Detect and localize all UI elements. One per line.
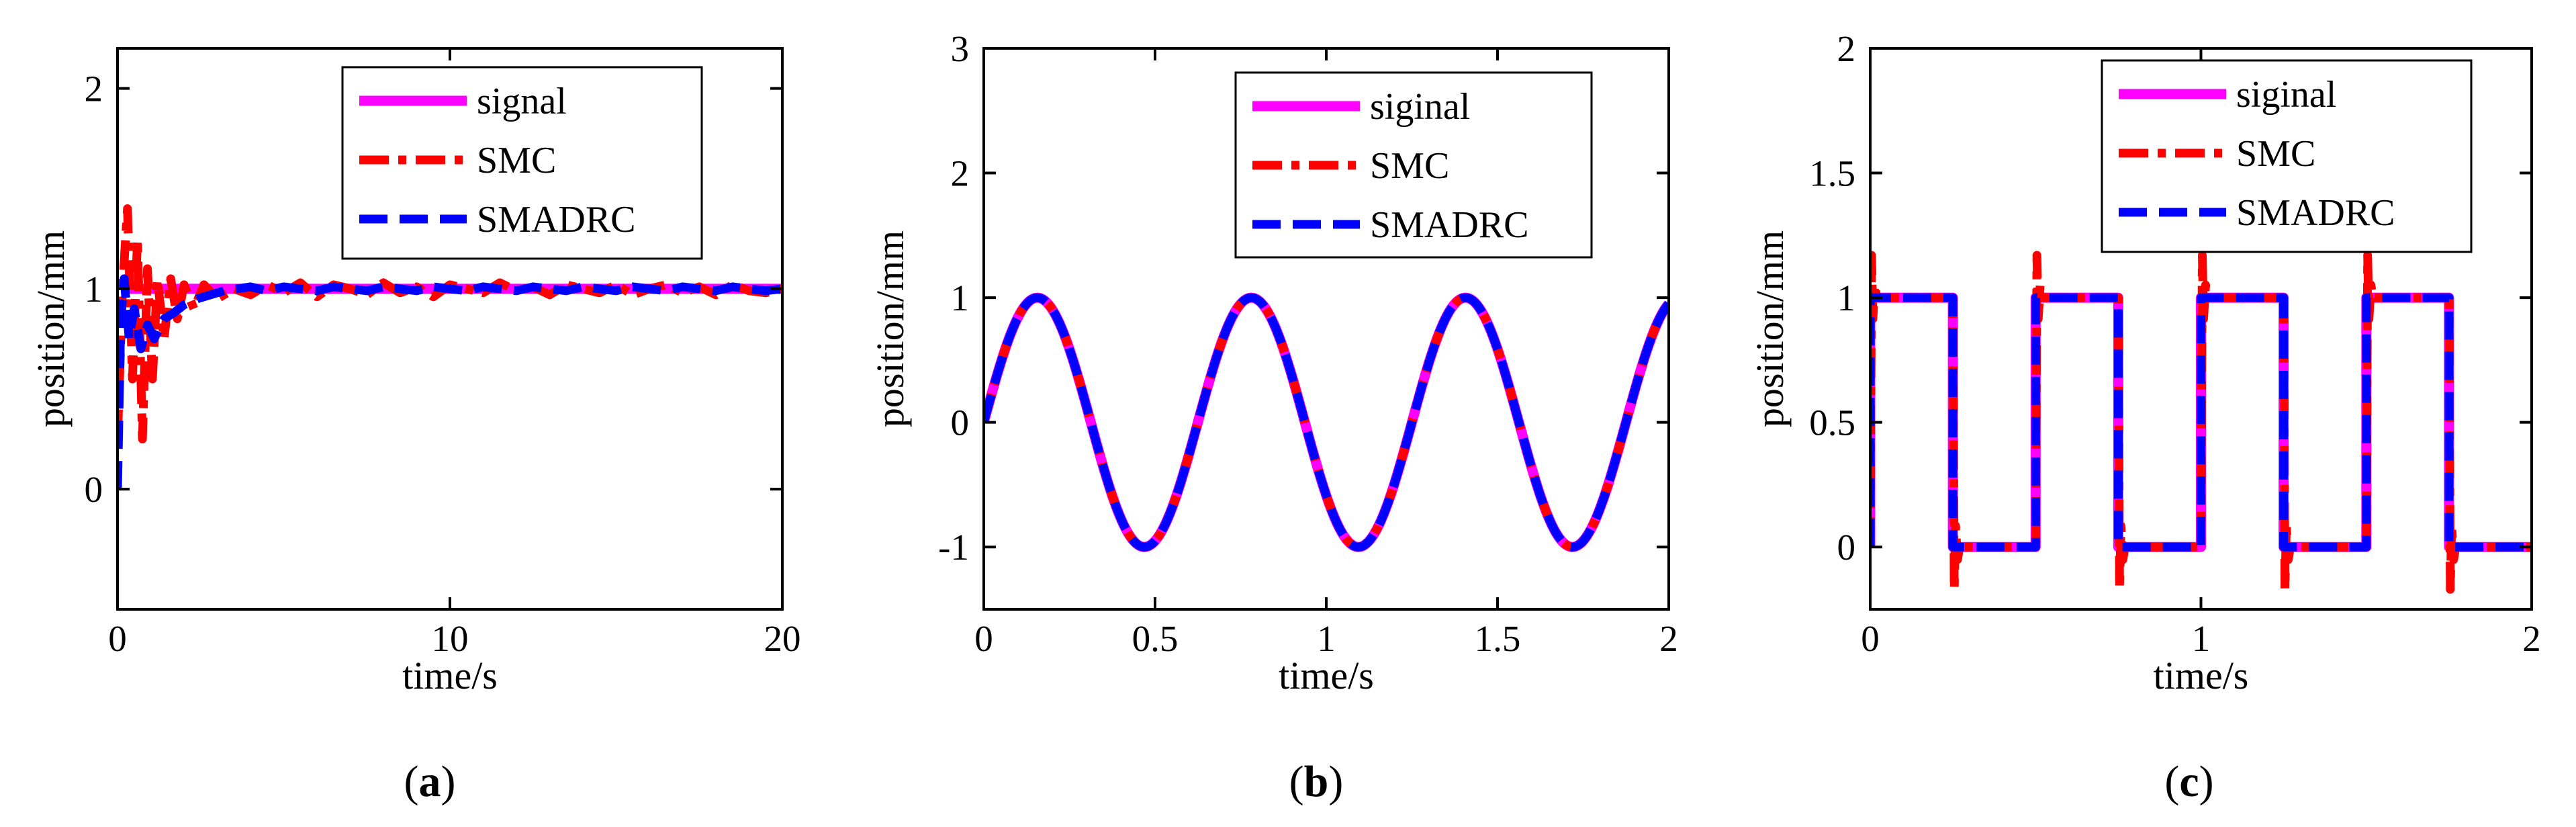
chart-panel-c: 0 1 2 0 0.5 1 1.5 2 time/s position/mm siginal SMC S… [1748, 28, 2541, 806]
series-line-smadrc [118, 274, 782, 490]
y-tick-label: 1.5 [1809, 153, 1855, 194]
legend-label-signal: signal [477, 81, 567, 122]
caption-letter: c [2179, 757, 2199, 806]
legend-label-smadrc: SMADRC [477, 199, 636, 241]
y-axis-label: position/mm [868, 230, 912, 427]
series-group [1870, 251, 2532, 594]
x-tick-label: 0 [108, 618, 127, 659]
legend-label-smc: SMC [2236, 133, 2315, 175]
x-tick-label: 2 [1659, 618, 1678, 659]
y-tick-label: 0 [951, 402, 970, 443]
y-tick-label: 0 [85, 469, 103, 510]
legend: siginal SMC SMADRC [2101, 59, 2473, 253]
panel-caption: (b) [1289, 757, 1344, 806]
legend: siginal SMC SMADRC [1234, 71, 1593, 259]
legend-label-siginal: siginal [2236, 74, 2336, 116]
y-tick-label: 2 [951, 153, 970, 194]
y-tick-label: -1 [938, 527, 969, 568]
x-tick-label: 1 [2192, 618, 2211, 659]
legend: signal SMC SMADRC [341, 66, 703, 260]
y-tick-label: 2 [1837, 28, 1856, 69]
y-axis-label: position/mm [29, 230, 73, 427]
y-axis-label: position/mm [1748, 230, 1792, 427]
x-tick-label: 1 [1317, 618, 1336, 659]
series-group [118, 204, 782, 490]
chart-panel-a: 0 10 20 0 1 2 time/s position/mm signal SMC SMADRC… [29, 47, 801, 806]
series-line-siginal [984, 292, 1669, 552]
legend-label-smc: SMC [477, 140, 556, 181]
x-axis-label: time/s [2154, 654, 2249, 697]
y-tick-label: 0.5 [1809, 402, 1855, 443]
x-tick-label: 0 [974, 618, 993, 659]
y-tick-label: 1 [1837, 277, 1856, 318]
caption-close-paren: ) [2199, 757, 2214, 806]
y-tick-label: 1 [951, 277, 970, 318]
series-line-smadrc [984, 293, 1669, 552]
caption-close-paren: ) [1328, 757, 1343, 806]
y-tick-label: 1 [85, 269, 103, 310]
x-tick-label: 20 [764, 618, 801, 659]
y-tick-label: 2 [85, 69, 103, 110]
y-tick-label: 0 [1837, 527, 1856, 568]
caption-letter: a [419, 757, 441, 806]
x-tick-label: 2 [2522, 618, 2541, 659]
x-tick-label: 0.5 [1132, 618, 1179, 659]
chart-panel-b: 0 0.5 1 1.5 2 -1 0 1 2 3 time/s position/mm siginal S… [868, 28, 1678, 806]
legend-label-smadrc: SMADRC [2236, 192, 2395, 234]
x-axis-label: time/s [1279, 654, 1374, 697]
panel-caption: (a) [404, 757, 456, 806]
x-tick-label: 1.5 [1475, 618, 1521, 659]
y-tick-label: 3 [951, 28, 970, 69]
legend-label-smc: SMC [1370, 145, 1449, 187]
caption-close-paren: ) [441, 757, 456, 806]
x-tick-label: 10 [432, 618, 469, 659]
panel-caption: (c) [2164, 757, 2213, 806]
legend-label-siginal: siginal [1370, 86, 1470, 128]
caption-open-paren: ( [404, 757, 419, 806]
caption-open-paren: ( [1289, 757, 1304, 806]
caption-letter: b [1304, 757, 1329, 806]
series-line-smadrc [1870, 293, 2532, 552]
x-tick-label: 0 [1861, 618, 1880, 659]
legend-label-smadrc: SMADRC [1370, 204, 1529, 246]
series-group [984, 292, 1669, 552]
caption-open-paren: ( [2164, 757, 2179, 806]
x-axis-label: time/s [402, 654, 498, 697]
